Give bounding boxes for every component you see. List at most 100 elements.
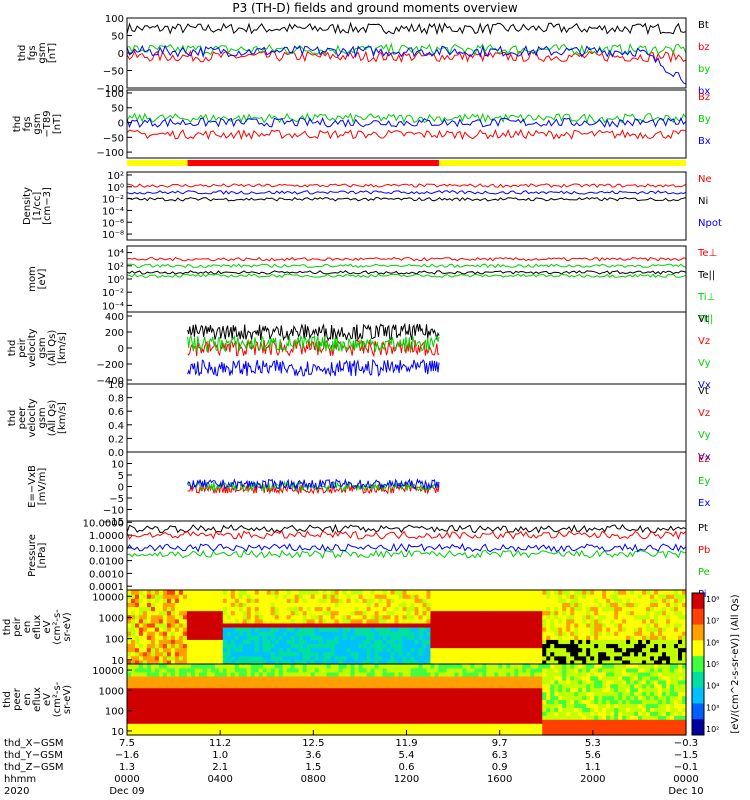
spectrogram-cell: [346, 635, 352, 640]
spectrogram-cell: [614, 590, 619, 595]
spectrogram-cell: [270, 679, 276, 685]
spectrogram-cell: [454, 667, 460, 673]
spectrogram-cell: [630, 590, 635, 595]
spectrogram-cell: [226, 731, 232, 736]
spectrogram-cell: [238, 659, 244, 665]
spectrogram-cell: [218, 635, 224, 640]
spectrogram-cell: [506, 695, 511, 701]
spectrogram-cell: [450, 590, 456, 595]
spectrogram-cell: [134, 731, 140, 736]
spectrogram-cell: [270, 639, 276, 645]
spectrogram-cell: [410, 719, 416, 724]
spectrogram-cell: [294, 602, 300, 608]
spectrogram-cell: [510, 667, 515, 673]
spectrogram-cell: [326, 647, 332, 653]
spectrogram-cell: [242, 651, 248, 657]
spectrogram-cell: [286, 590, 292, 595]
y-axis-label: peir: [17, 337, 28, 357]
spectrogram-cell: [614, 598, 619, 603]
spectrogram-cell: [166, 602, 172, 608]
spectrogram-cell: [466, 723, 471, 728]
spectrogram-cell: [158, 703, 164, 708]
spectrogram-cell: [134, 651, 140, 657]
spectrogram-cell: [334, 664, 340, 669]
spectrogram-cell: [358, 703, 364, 708]
spectrogram-cell: [482, 602, 487, 608]
spectrogram-cell: [127, 606, 132, 612]
spectrogram-cell: [298, 606, 304, 612]
spectrogram-cell: [546, 610, 551, 616]
trace-vz: [187, 339, 440, 358]
spectrogram-cell: [382, 614, 388, 620]
spectrogram-cell: [266, 683, 272, 689]
spectrogram-cell: [538, 723, 543, 728]
spectrogram-cell: [338, 594, 344, 599]
spectrogram-cell: [386, 711, 392, 716]
spectrogram-cell: [186, 655, 192, 661]
spectrogram-cell: [274, 614, 280, 620]
spectrogram-cell: [158, 651, 164, 657]
spectrogram-cell: [138, 614, 144, 620]
spectrogram-cell: [434, 598, 440, 603]
spectrogram-cell: [298, 707, 304, 712]
spectrogram-cell: [482, 622, 487, 628]
spectrogram-cell: [266, 727, 272, 732]
spectrogram-cell: [666, 647, 671, 653]
spectrogram-cell: [282, 614, 288, 620]
spectrogram-cell: [338, 643, 344, 649]
spectrogram-cell: [266, 699, 272, 705]
spectrogram-cell: [602, 622, 607, 628]
spectrogram-cell: [270, 643, 276, 649]
spectrogram-cell: [446, 659, 452, 665]
spectrogram-cell: [266, 635, 272, 640]
spectrogram-cell: [146, 683, 152, 689]
spectrogram-cell: [310, 703, 316, 708]
legend-entry: bx: [698, 86, 710, 97]
spectrogram-cell: [414, 727, 420, 732]
spectrogram-cell: [590, 679, 595, 685]
spectrogram-cell: [490, 635, 495, 640]
spectrogram-cell: [438, 687, 444, 693]
spectrogram-cell: [258, 731, 264, 736]
spectrogram-cell: [278, 651, 284, 657]
spectrogram-cell: [574, 664, 579, 669]
spectrogram-cell: [518, 598, 523, 603]
spectrogram-cell: [130, 594, 136, 599]
spectrogram-cell: [450, 627, 456, 632]
spectrogram-cell: [538, 602, 543, 608]
spectrogram-cell: [134, 699, 140, 705]
spectrogram-cell: [334, 695, 340, 701]
spectrogram-cell: [362, 655, 368, 661]
spectrogram-cell: [214, 691, 220, 697]
spectrogram-cell: [358, 719, 364, 724]
spectrogram-cell: [442, 699, 448, 705]
spectrogram-cell: [426, 671, 432, 677]
spectrogram-cell: [538, 715, 543, 720]
spectrogram-cell: [670, 627, 675, 632]
spectrogram-cell: [522, 631, 527, 636]
spectrogram-cell: [558, 679, 563, 685]
spectrogram-cell: [554, 618, 559, 624]
spectrogram-cell: [398, 594, 404, 599]
spectrogram-cell: [238, 635, 244, 640]
spectrogram-cell: [318, 683, 324, 689]
spectrogram-cell: [310, 683, 316, 689]
spectrogram-cell: [570, 631, 575, 636]
spectrogram-cell: [350, 664, 356, 669]
spectrogram-cell: [162, 639, 168, 645]
spectrogram-cell: [458, 590, 463, 595]
spectrogram-cell: [170, 590, 176, 595]
spectrogram-cell: [574, 590, 579, 595]
spectrogram-cell: [318, 635, 324, 640]
spectrogram-cell: [258, 602, 264, 608]
spectrogram-cell: [554, 691, 559, 697]
spectrogram-cell: [318, 610, 324, 616]
spectrogram-cell: [218, 598, 224, 603]
spectrogram-cell: [426, 687, 432, 693]
spectrogram-cell: [634, 647, 639, 653]
spectrogram-cell: [386, 606, 392, 612]
spectrogram-cell: [570, 687, 575, 693]
spectrogram-cell: [486, 610, 491, 616]
spectrogram-cell: [522, 695, 527, 701]
spectrogram-cell: [206, 664, 212, 669]
